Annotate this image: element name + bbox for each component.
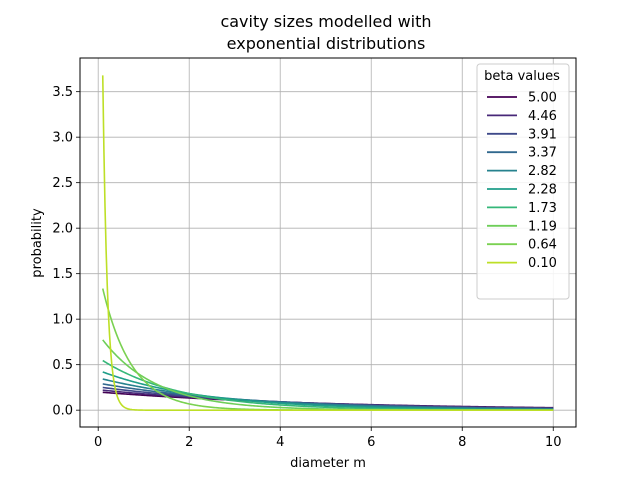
x-tick-label: 6 — [367, 435, 375, 450]
y-tick-label: 0.5 — [52, 358, 73, 373]
y-tick-label: 2.0 — [52, 222, 73, 237]
legend: beta values 5.00 4.46 3.91 3.37 2.82 2.28 1.73… — [476, 63, 570, 300]
legend-label: 0.10 — [528, 256, 557, 271]
legend-label: 1.73 — [528, 201, 557, 216]
legend-label: 2.28 — [528, 183, 557, 198]
x-tick-label: 0 — [94, 435, 102, 450]
y-axis-label: probability — [30, 208, 45, 278]
x-tick-label: 4 — [276, 435, 284, 450]
chart-title-line-1: cavity sizes modelled with — [220, 12, 431, 31]
legend-label: 2.82 — [528, 164, 557, 179]
legend-label: 5.00 — [528, 91, 557, 106]
legend-box — [476, 63, 570, 300]
x-tick-label: 10 — [545, 435, 562, 450]
y-tick-label: 1.5 — [52, 267, 73, 282]
y-tick-label: 0.0 — [52, 404, 73, 419]
legend-label: 4.46 — [528, 109, 557, 124]
y-tick-label: 3.0 — [52, 131, 73, 146]
series-lines — [101, 75, 554, 411]
chart-title-line-2: exponential distributions — [227, 34, 426, 53]
y-tick-label: 2.5 — [52, 176, 73, 191]
x-tick-label: 2 — [185, 435, 193, 450]
plot-frame — [79, 57, 577, 428]
legend-label: 0.64 — [528, 238, 557, 253]
axis-ticks: 0 2 4 6 8 10 0.0 0.5 1.0 1.5 2.0 2.5 3.0 3.5 — [52, 85, 561, 450]
x-tick-label: 8 — [458, 435, 466, 450]
legend-title: beta values — [484, 69, 560, 84]
legend-label: 1.19 — [528, 219, 557, 234]
x-axis-label: diameter m — [290, 456, 366, 471]
legend-label: 3.91 — [528, 127, 557, 142]
y-tick-label: 1.0 — [52, 313, 73, 328]
series-line-0.10 — [101, 75, 554, 411]
y-tick-label: 3.5 — [52, 85, 73, 100]
legend-label: 3.37 — [528, 146, 557, 161]
